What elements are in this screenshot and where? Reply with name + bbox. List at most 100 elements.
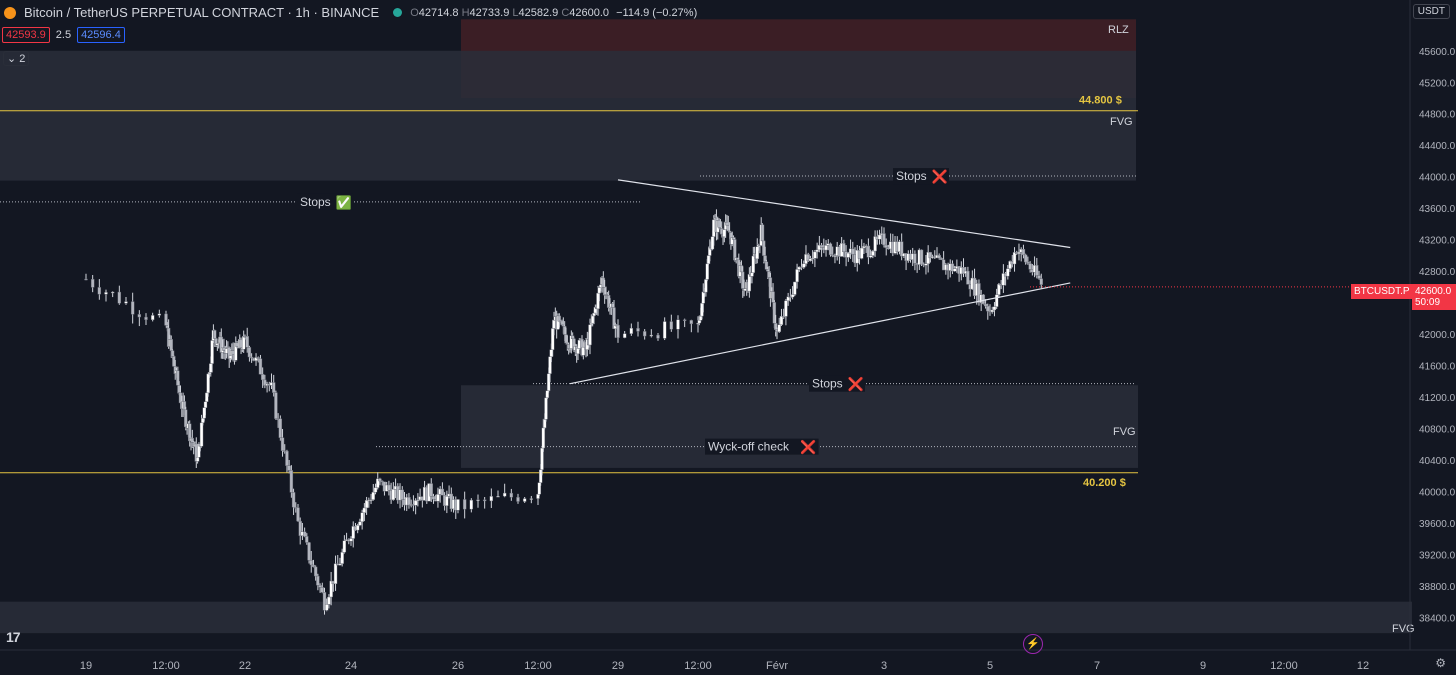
candle-body [289, 470, 294, 493]
candle-body [340, 552, 344, 564]
annotation-label: Stops [300, 195, 331, 209]
candle-body [349, 538, 353, 542]
candle-body [966, 270, 970, 285]
candle-body [705, 263, 709, 280]
time-axis-tick: 29 [612, 660, 624, 672]
time-axis-tick: 19 [80, 660, 92, 672]
candle-body [877, 234, 882, 240]
candle-body [272, 382, 276, 393]
zone-label: FVG [1110, 116, 1133, 128]
candle-body [793, 281, 797, 295]
candle-body [919, 249, 924, 265]
time-axis-tick: 7 [1094, 660, 1100, 672]
last-price: 42600.0 [1415, 286, 1452, 297]
candle-body [669, 321, 674, 330]
zone-fvg-1 [0, 50, 1136, 181]
buy-price-button[interactable]: 42596.4 [77, 27, 125, 43]
candle-body [786, 296, 790, 302]
price-axis-tick: 44800.0 [1419, 110, 1456, 121]
candle-body [797, 266, 801, 270]
candle-body [333, 563, 338, 585]
candle-body [256, 357, 260, 359]
symbol-title[interactable]: Bitcoin / TetherUS PERPETUAL CONTRACT · … [24, 5, 380, 20]
price-axis-tick: 43600.0 [1419, 204, 1456, 215]
time-axis-tick: 12:00 [684, 660, 712, 672]
candle-body [1035, 265, 1039, 276]
candle-body [939, 257, 944, 260]
candle-body [1039, 278, 1043, 285]
candle-body [1017, 251, 1021, 254]
indicators-collapse-button[interactable]: ⌄ 2 [3, 51, 30, 66]
candle-body [802, 263, 806, 268]
candle-body [117, 291, 122, 304]
tradingview-logo[interactable]: 17 [6, 629, 21, 645]
candle-body [431, 496, 436, 500]
annotation-emoji: ❌ [848, 377, 864, 393]
candle-body [245, 336, 249, 348]
price-axis-tick: 40800.0 [1419, 425, 1456, 436]
candle-body [544, 397, 548, 420]
candle-body [285, 450, 289, 466]
candle-body [440, 488, 445, 496]
candle-body [287, 465, 291, 471]
candle-body [278, 418, 283, 438]
candle-body [622, 333, 627, 338]
time-axis-tick: 26 [452, 660, 464, 672]
candle-body [150, 315, 155, 321]
candle-body [656, 334, 660, 339]
price-axis-tick: 39200.0 [1419, 550, 1456, 561]
key-level-label: 44.800 $ [1079, 95, 1122, 107]
candle-body [1021, 248, 1026, 256]
candle-body [110, 291, 115, 294]
candle-body [90, 278, 95, 288]
trendline[interactable] [569, 282, 1071, 385]
time-axis-tick: 5 [987, 660, 993, 672]
candle-body [516, 497, 520, 502]
time-axis-tick: 24 [345, 660, 357, 672]
candle-body [790, 294, 795, 298]
candle-body [873, 236, 877, 252]
candle-body [413, 500, 418, 506]
price-axis-tick: 40400.0 [1419, 456, 1456, 467]
candle-body [899, 241, 904, 257]
candle-body [913, 253, 917, 264]
candle-body [860, 247, 864, 259]
candle-body [482, 499, 487, 502]
lightning-icon[interactable]: ⚡ [1023, 634, 1043, 654]
candle-body [828, 243, 833, 256]
gear-icon[interactable]: ⚙ [1435, 656, 1446, 670]
annotation-emoji: ❌ [800, 440, 816, 456]
annotation-bg [893, 168, 949, 185]
candle-body [961, 267, 966, 274]
candle-body [355, 525, 360, 531]
candle-body [779, 316, 784, 325]
candle-body [199, 422, 204, 447]
candle-body [616, 324, 620, 338]
candle-body [371, 491, 375, 500]
time-axis-tick: Févr [766, 660, 788, 672]
candle-body [784, 300, 788, 317]
currency-button[interactable]: USDT [1412, 4, 1450, 19]
candle-body [676, 319, 680, 330]
sell-price-button[interactable]: 42593.9 [2, 27, 50, 43]
candle-body [380, 480, 384, 483]
candle-body [1001, 273, 1006, 286]
trendline[interactable] [617, 179, 1071, 249]
candle-body [808, 258, 813, 262]
annotation-bg [297, 193, 353, 210]
candle-body [249, 356, 254, 359]
bid-ask: 42593.9 2.5 42596.4 [2, 27, 125, 43]
candle-body [662, 321, 667, 339]
candle-body [733, 239, 737, 261]
candle-body [588, 324, 592, 346]
price-axis-tick: 40000.0 [1419, 488, 1456, 499]
candle-body [882, 233, 886, 246]
candle-body [502, 492, 507, 497]
annotation-label: Stops [812, 377, 843, 391]
chart-header: Bitcoin / TetherUS PERPETUAL CONTRACT · … [4, 5, 697, 20]
candle-body [210, 340, 214, 364]
candle-body [541, 427, 546, 449]
candle-body [1012, 252, 1017, 265]
annotation-emoji: ✅ [336, 195, 352, 211]
